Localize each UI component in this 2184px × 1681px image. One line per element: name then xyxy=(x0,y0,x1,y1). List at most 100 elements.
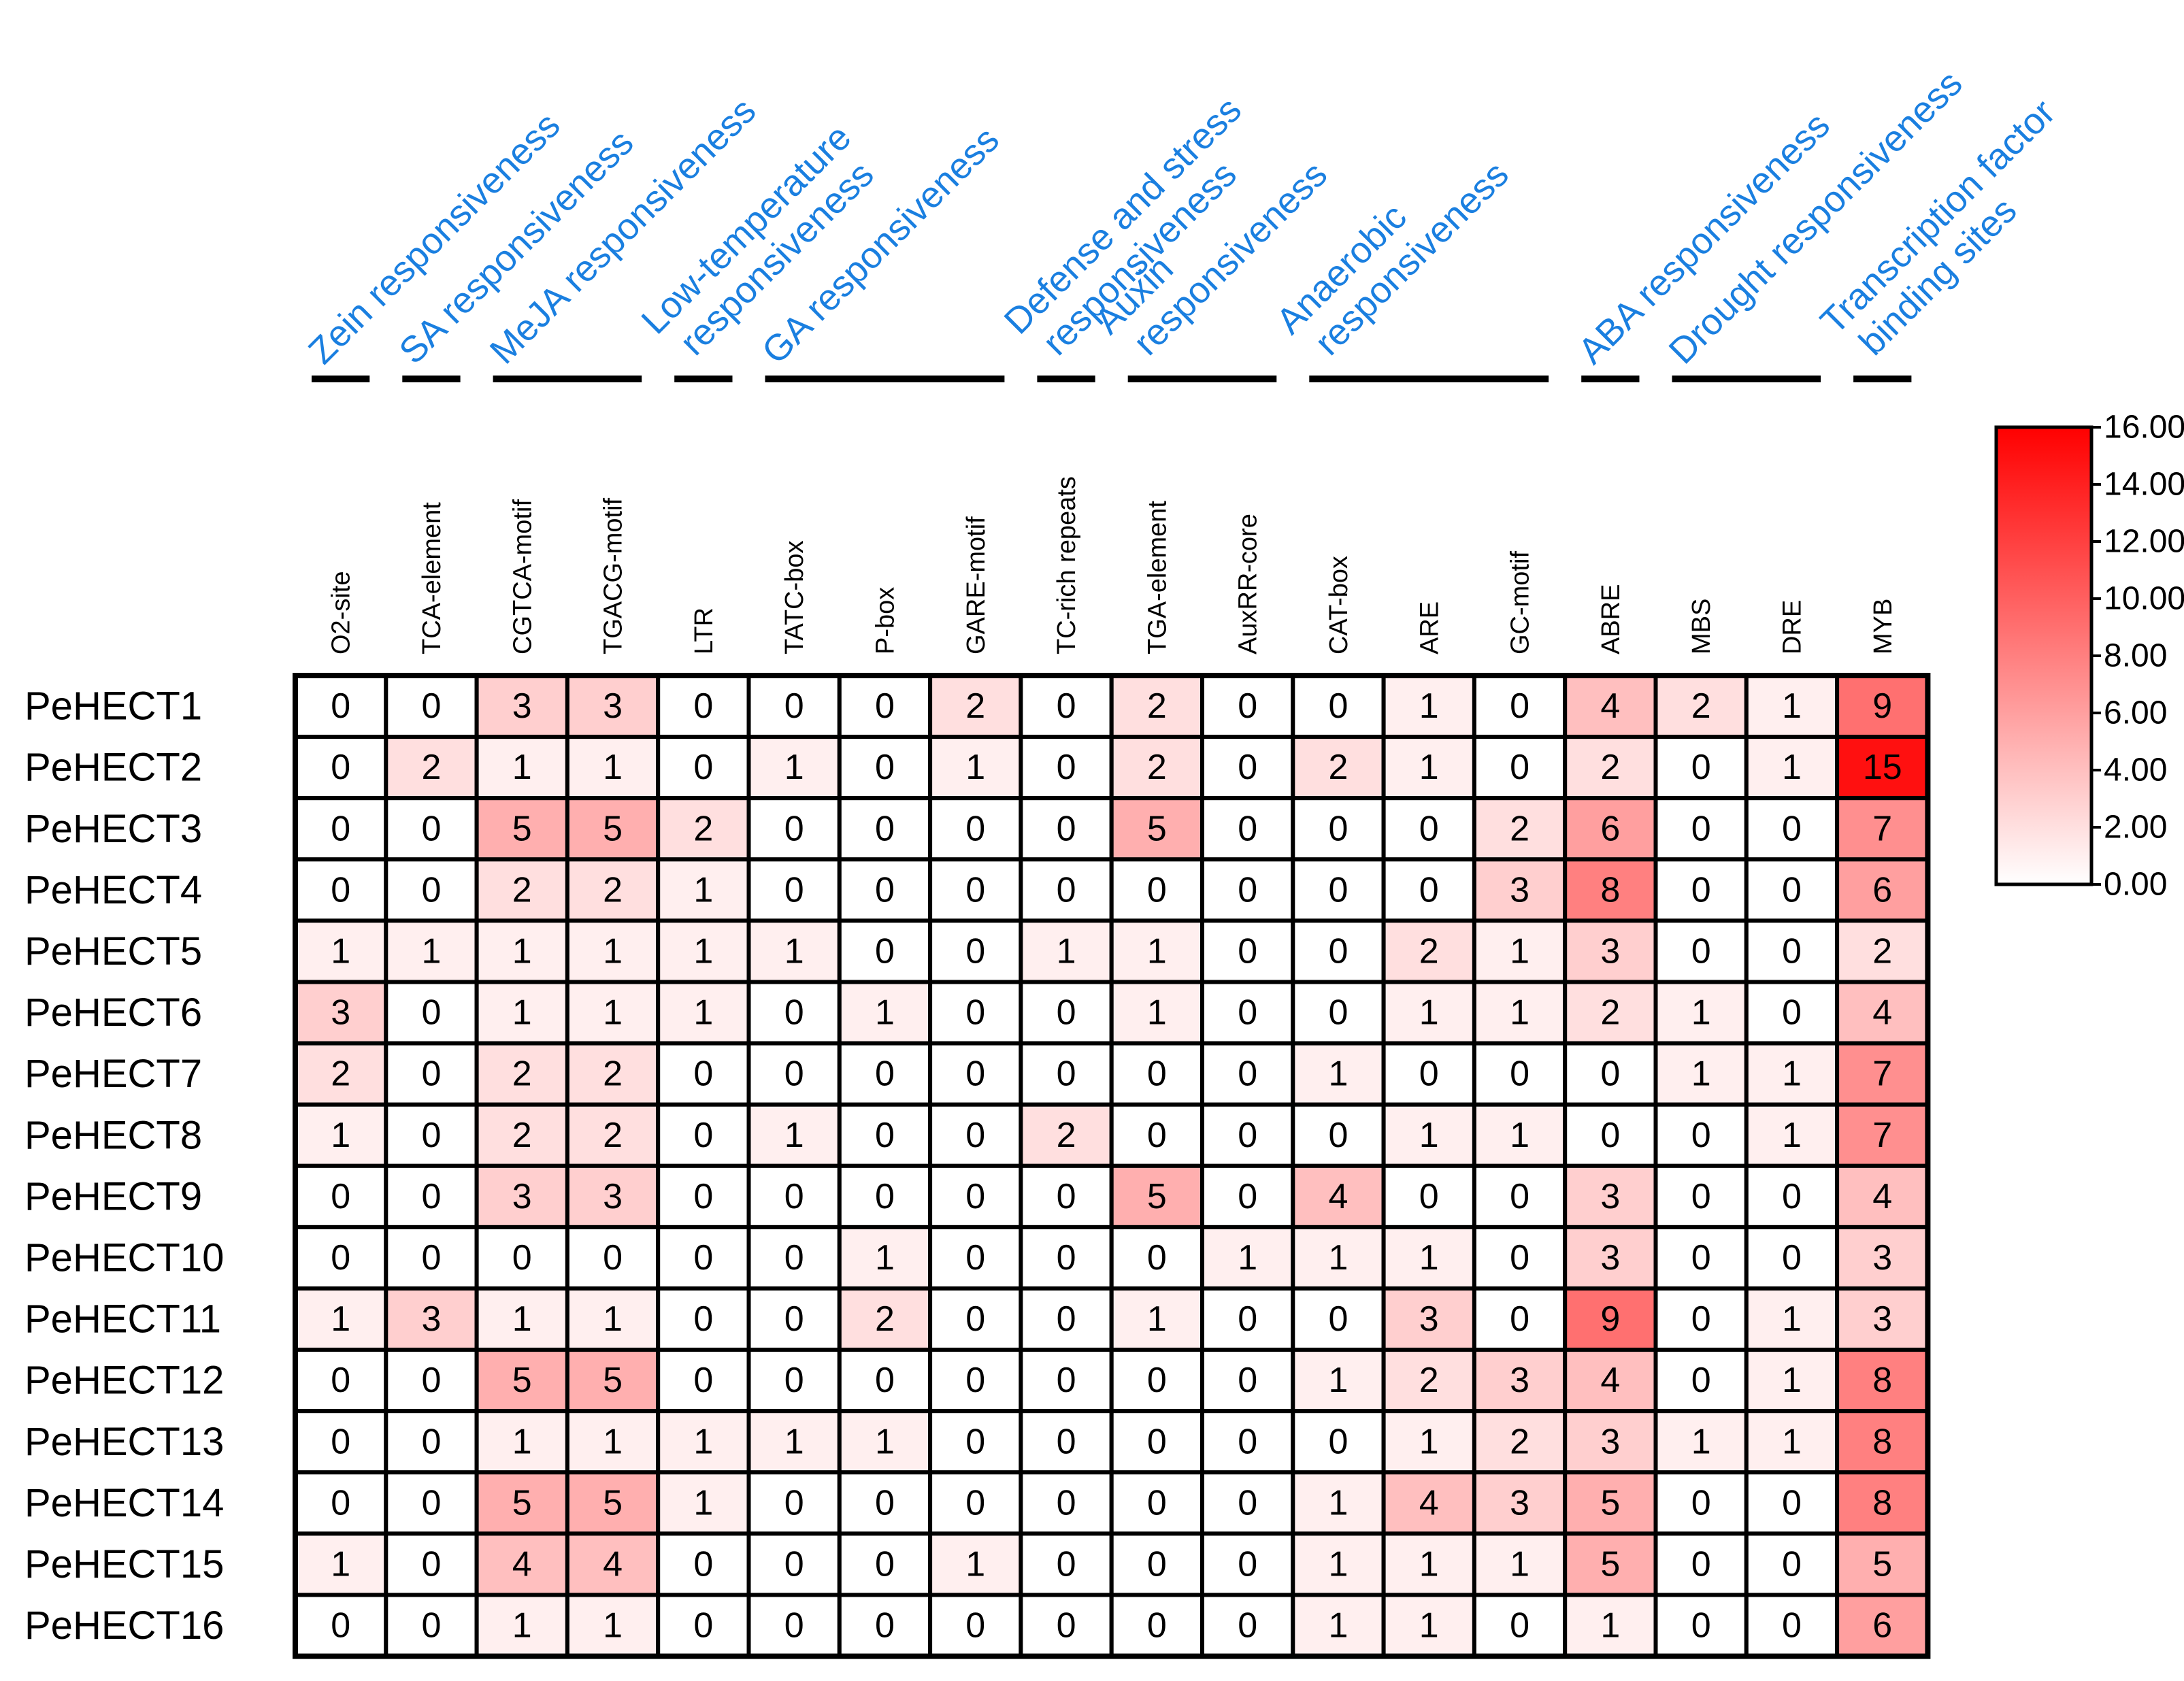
cell-value-label: 1 xyxy=(965,1544,985,1584)
cell-value-label: 0 xyxy=(965,1299,985,1339)
column-label: O2-site xyxy=(327,571,356,654)
heatmap-cell xyxy=(656,980,751,1046)
heatmap-cell xyxy=(1835,735,1930,801)
cell-value-label: 0 xyxy=(1510,1606,1529,1646)
row-label: PeHECT1 xyxy=(24,684,202,729)
cell-value-label: 5 xyxy=(512,1361,532,1400)
cell-value-label: 0 xyxy=(1147,1422,1167,1461)
cell-value-label: 0 xyxy=(875,748,895,787)
cell-value-label: 1 xyxy=(1419,1116,1439,1155)
heatmap-cell xyxy=(1563,918,1658,984)
cell-value-label: 0 xyxy=(784,1054,804,1094)
heatmap-cell xyxy=(1019,1409,1114,1475)
cell-value-label: 0 xyxy=(1328,686,1348,726)
cell-value-label: 2 xyxy=(1419,931,1439,971)
cell-value-label: 0 xyxy=(784,993,804,1033)
colorbar-tick-label: 4.00 xyxy=(2104,752,2167,788)
cell-value-label: 0 xyxy=(875,870,895,910)
cell-value-label: 0 xyxy=(1782,1544,1802,1584)
cell-value-label: 0 xyxy=(1691,1177,1711,1216)
cell-value-label: 6 xyxy=(1600,809,1620,848)
heatmap-cell xyxy=(1019,1348,1114,1414)
cell-value-label: 4 xyxy=(603,1544,623,1584)
cell-value-label: 0 xyxy=(1057,809,1076,848)
cell-value-label: 4 xyxy=(1600,1361,1620,1400)
heatmap-cell xyxy=(1381,918,1476,984)
cell-value-label: 1 xyxy=(693,993,713,1033)
cell-value-label: 2 xyxy=(331,1054,350,1094)
cell-value-label: 1 xyxy=(1419,748,1439,787)
column-label: CGTCA-motif xyxy=(508,499,537,654)
cell-value-label: 0 xyxy=(875,1177,895,1216)
heatmap-cell xyxy=(1200,1409,1295,1475)
heatmap-cell xyxy=(1200,918,1295,984)
cell-value-label: 1 xyxy=(1782,1054,1802,1094)
heatmap-cell xyxy=(746,1409,842,1475)
cell-value-label: 1 xyxy=(1510,1544,1529,1584)
column-label: TGA-element xyxy=(1143,501,1172,654)
cell-value-label: 0 xyxy=(965,1116,985,1155)
row-label: PeHECT16 xyxy=(24,1603,224,1648)
cell-value-label: 2 xyxy=(1419,1361,1439,1400)
cell-value-label: 1 xyxy=(1510,993,1529,1033)
cell-value-label: 1 xyxy=(603,1299,623,1339)
cell-value-label: 3 xyxy=(512,686,532,726)
heatmap-cell xyxy=(1291,1470,1386,1536)
cell-value-label: 0 xyxy=(1510,1177,1529,1216)
column-label: P-box xyxy=(871,587,899,654)
cell-value-label: 0 xyxy=(1328,870,1348,910)
cell-value-label: 1 xyxy=(1419,1422,1439,1461)
cell-value-label: 2 xyxy=(1147,686,1167,726)
heatmap-cell xyxy=(474,857,569,923)
heatmap-cell xyxy=(1472,1225,1568,1291)
cell-value-label: 0 xyxy=(965,931,985,971)
cell-value-label: 0 xyxy=(784,1361,804,1400)
grid-frame xyxy=(293,673,1931,1659)
cell-value-label: 3 xyxy=(603,686,623,726)
cell-value-label: 0 xyxy=(1782,931,1802,971)
cell-value-label: 1 xyxy=(1328,1544,1348,1584)
cell-value-label: 0 xyxy=(1147,1116,1167,1155)
colorbar-tick-label: 6.00 xyxy=(2104,695,2167,731)
cell-value-label: 0 xyxy=(1328,1299,1348,1339)
cell-value-label: 0 xyxy=(965,1054,985,1094)
cell-value-label: 3 xyxy=(1419,1299,1439,1339)
cell-value-label: 0 xyxy=(875,1606,895,1646)
cell-value-label: 0 xyxy=(1691,1606,1711,1646)
cell-value-label: 2 xyxy=(1057,1116,1076,1155)
heatmap-cell xyxy=(384,1041,479,1107)
cell-value-label: 0 xyxy=(421,1544,441,1584)
cell-value-label: 0 xyxy=(1691,870,1711,910)
cell-value-label: 1 xyxy=(1328,1238,1348,1278)
cell-value-label: 1 xyxy=(603,748,623,787)
cell-value-label: 4 xyxy=(1872,993,1892,1033)
heatmap-cell xyxy=(1019,735,1114,801)
cell-value-label: 1 xyxy=(1238,1238,1257,1278)
heatmap-cell xyxy=(1653,1041,1749,1107)
heatmap-cell xyxy=(656,1593,751,1659)
cell-value-label: 1 xyxy=(1147,1299,1167,1339)
heatmap-cell xyxy=(474,735,569,801)
cell-value-label: 2 xyxy=(693,809,713,848)
cell-value-label: 2 xyxy=(512,1054,532,1094)
heatmap-cell xyxy=(837,980,933,1046)
colorbar-tick-label: 12.00 xyxy=(2104,524,2184,560)
cell-value-label: 0 xyxy=(784,1606,804,1646)
cell-value-label: 7 xyxy=(1872,1116,1892,1155)
cell-value-label: 2 xyxy=(1872,931,1892,971)
heatmap-cell xyxy=(1109,1102,1204,1168)
cell-value-label: 0 xyxy=(965,1606,985,1646)
cell-value-label: 0 xyxy=(421,1606,441,1646)
cell-value-label: 2 xyxy=(603,1054,623,1094)
heatmap-cell xyxy=(565,1348,661,1414)
cell-value-label: 1 xyxy=(1057,931,1076,971)
cell-value-label: 0 xyxy=(1238,1116,1257,1155)
cell-value-label: 1 xyxy=(1328,1483,1348,1522)
column-label: TATC-box xyxy=(780,541,809,655)
heatmap-cell xyxy=(1200,1348,1295,1414)
cell-value-label: 5 xyxy=(603,1483,623,1522)
cell-value-label: 3 xyxy=(421,1299,441,1339)
heatmap-cell xyxy=(928,1102,1023,1168)
cell-value-label: 1 xyxy=(512,1422,532,1461)
heatmap-cell xyxy=(293,857,388,923)
